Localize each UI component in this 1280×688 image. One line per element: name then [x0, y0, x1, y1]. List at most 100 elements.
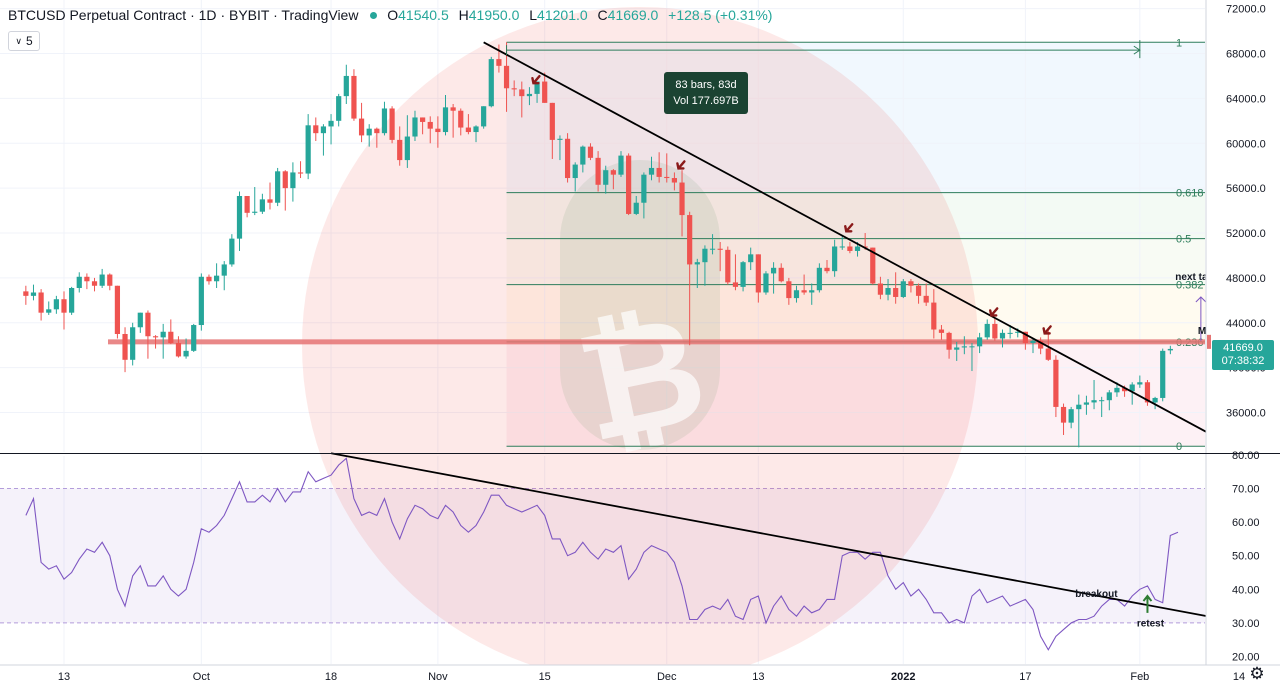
last-price-badge: 41669.0 07:38:32 [1212, 340, 1274, 370]
candle-body [275, 171, 281, 203]
candle-body [549, 102, 555, 140]
measure-bars: 83 bars, 83d [675, 79, 737, 91]
candle-body [572, 164, 578, 179]
candle-body [534, 81, 540, 94]
candle-body [152, 336, 159, 338]
candle-body [832, 246, 838, 272]
candle-body [1060, 406, 1067, 423]
candle-body [999, 332, 1006, 339]
time-scale [0, 665, 1280, 688]
measure-tooltip: 83 bars, 83d Vol 177.697B [664, 72, 748, 114]
reaction-arrow-icon [989, 307, 999, 317]
chart-header: BTCUSD Perpetual Contract · 1D · BYBIT ·… [8, 7, 773, 23]
candle-body [1053, 359, 1059, 407]
candle-body [328, 120, 334, 127]
retest-arrow-icon [1142, 594, 1153, 613]
time-tick-label: Feb [1130, 671, 1149, 683]
candle-body [656, 167, 662, 177]
close-label: C [597, 7, 608, 23]
candle-body [412, 117, 418, 137]
candle-body [1015, 331, 1021, 333]
measure-arrow-icon [1133, 45, 1141, 55]
candle-body [389, 108, 395, 140]
candle-body [992, 323, 998, 339]
candle-body [107, 274, 113, 286]
rsi-band [0, 488, 1205, 623]
time-tick-label: 13 [752, 671, 764, 683]
candle-body [305, 125, 311, 174]
rsi-line [25, 457, 1179, 651]
candle-body [442, 107, 449, 133]
candle-body [648, 167, 655, 175]
candle-body [626, 155, 632, 214]
rsi-tick-label: 20.00 [1232, 652, 1260, 664]
candle-body [809, 290, 815, 293]
price-tick-label: 72000.0 [1226, 4, 1266, 16]
last-price: 41669.0 [1223, 342, 1263, 354]
candle-body [206, 276, 212, 282]
candle-body [38, 292, 44, 313]
time-tick-label: 15 [539, 671, 551, 683]
measure-volume: Vol 177.697B [673, 95, 739, 107]
price-tick-label: 68000.0 [1226, 49, 1266, 61]
gear-icon[interactable]: ⚙ [1249, 664, 1265, 683]
rsi-tick-label: 70.00 [1232, 484, 1260, 496]
bitcoin-watermark: ₿ [302, 7, 978, 683]
candle-body [427, 121, 433, 129]
candle-body [603, 170, 609, 185]
candle-body [1152, 397, 1158, 403]
candle-body [770, 267, 777, 274]
price-tick-label: 64000.0 [1226, 93, 1266, 105]
candle-body [931, 302, 937, 330]
price-tick-label: 60000.0 [1226, 138, 1266, 150]
candle-body [290, 172, 296, 189]
candle-body [679, 182, 685, 216]
candle-body [847, 246, 853, 251]
candle-body [343, 75, 349, 97]
candle-body [870, 247, 876, 284]
candle-body [839, 246, 845, 248]
candle-body [23, 291, 29, 296]
candle-body [99, 274, 105, 286]
watermark-bullet [560, 160, 720, 450]
candle-body [854, 246, 861, 251]
candle-body [1167, 348, 1173, 351]
candle-body [938, 329, 945, 333]
interval-label[interactable]: 1D [198, 7, 217, 23]
candle-body [915, 285, 922, 296]
rsi-trendline [330, 452, 1217, 619]
candle-body [671, 178, 677, 183]
candle-body [435, 128, 441, 133]
candle-body [351, 75, 357, 119]
candle-body [1091, 400, 1097, 403]
price-tick-label: 56000.0 [1226, 183, 1266, 195]
candle-body [91, 281, 98, 286]
candle-body [786, 281, 792, 299]
candle-body [587, 146, 594, 158]
candle-body [900, 281, 906, 297]
candle-body [1137, 382, 1143, 385]
candle-body [259, 199, 265, 212]
candle-body [198, 276, 204, 326]
candle-body [954, 347, 960, 350]
compare-toggle-button[interactable]: ∨ 5 [8, 31, 40, 51]
price-tick-label: 36000.0 [1226, 408, 1266, 420]
candle-body [908, 281, 914, 286]
price-tick-label: 48000.0 [1226, 273, 1266, 285]
candle-body [977, 337, 983, 347]
breakout-label: breakout [1075, 589, 1118, 600]
symbol-name[interactable]: BTCUSD Perpetual Contract [8, 7, 187, 23]
candle-body [313, 125, 319, 134]
price-tick-label: 52000.0 [1226, 228, 1266, 240]
candle-body [374, 128, 380, 134]
watermark-disc [302, 7, 978, 683]
candle-body [694, 262, 700, 265]
rsi-tick-label: 40.00 [1232, 584, 1260, 596]
candle-body [297, 172, 304, 174]
candle-body [618, 155, 624, 175]
candle-body [984, 323, 990, 338]
candle-body [214, 275, 220, 282]
candle-body [137, 312, 143, 328]
fib-level-label: 0 [1176, 441, 1182, 453]
